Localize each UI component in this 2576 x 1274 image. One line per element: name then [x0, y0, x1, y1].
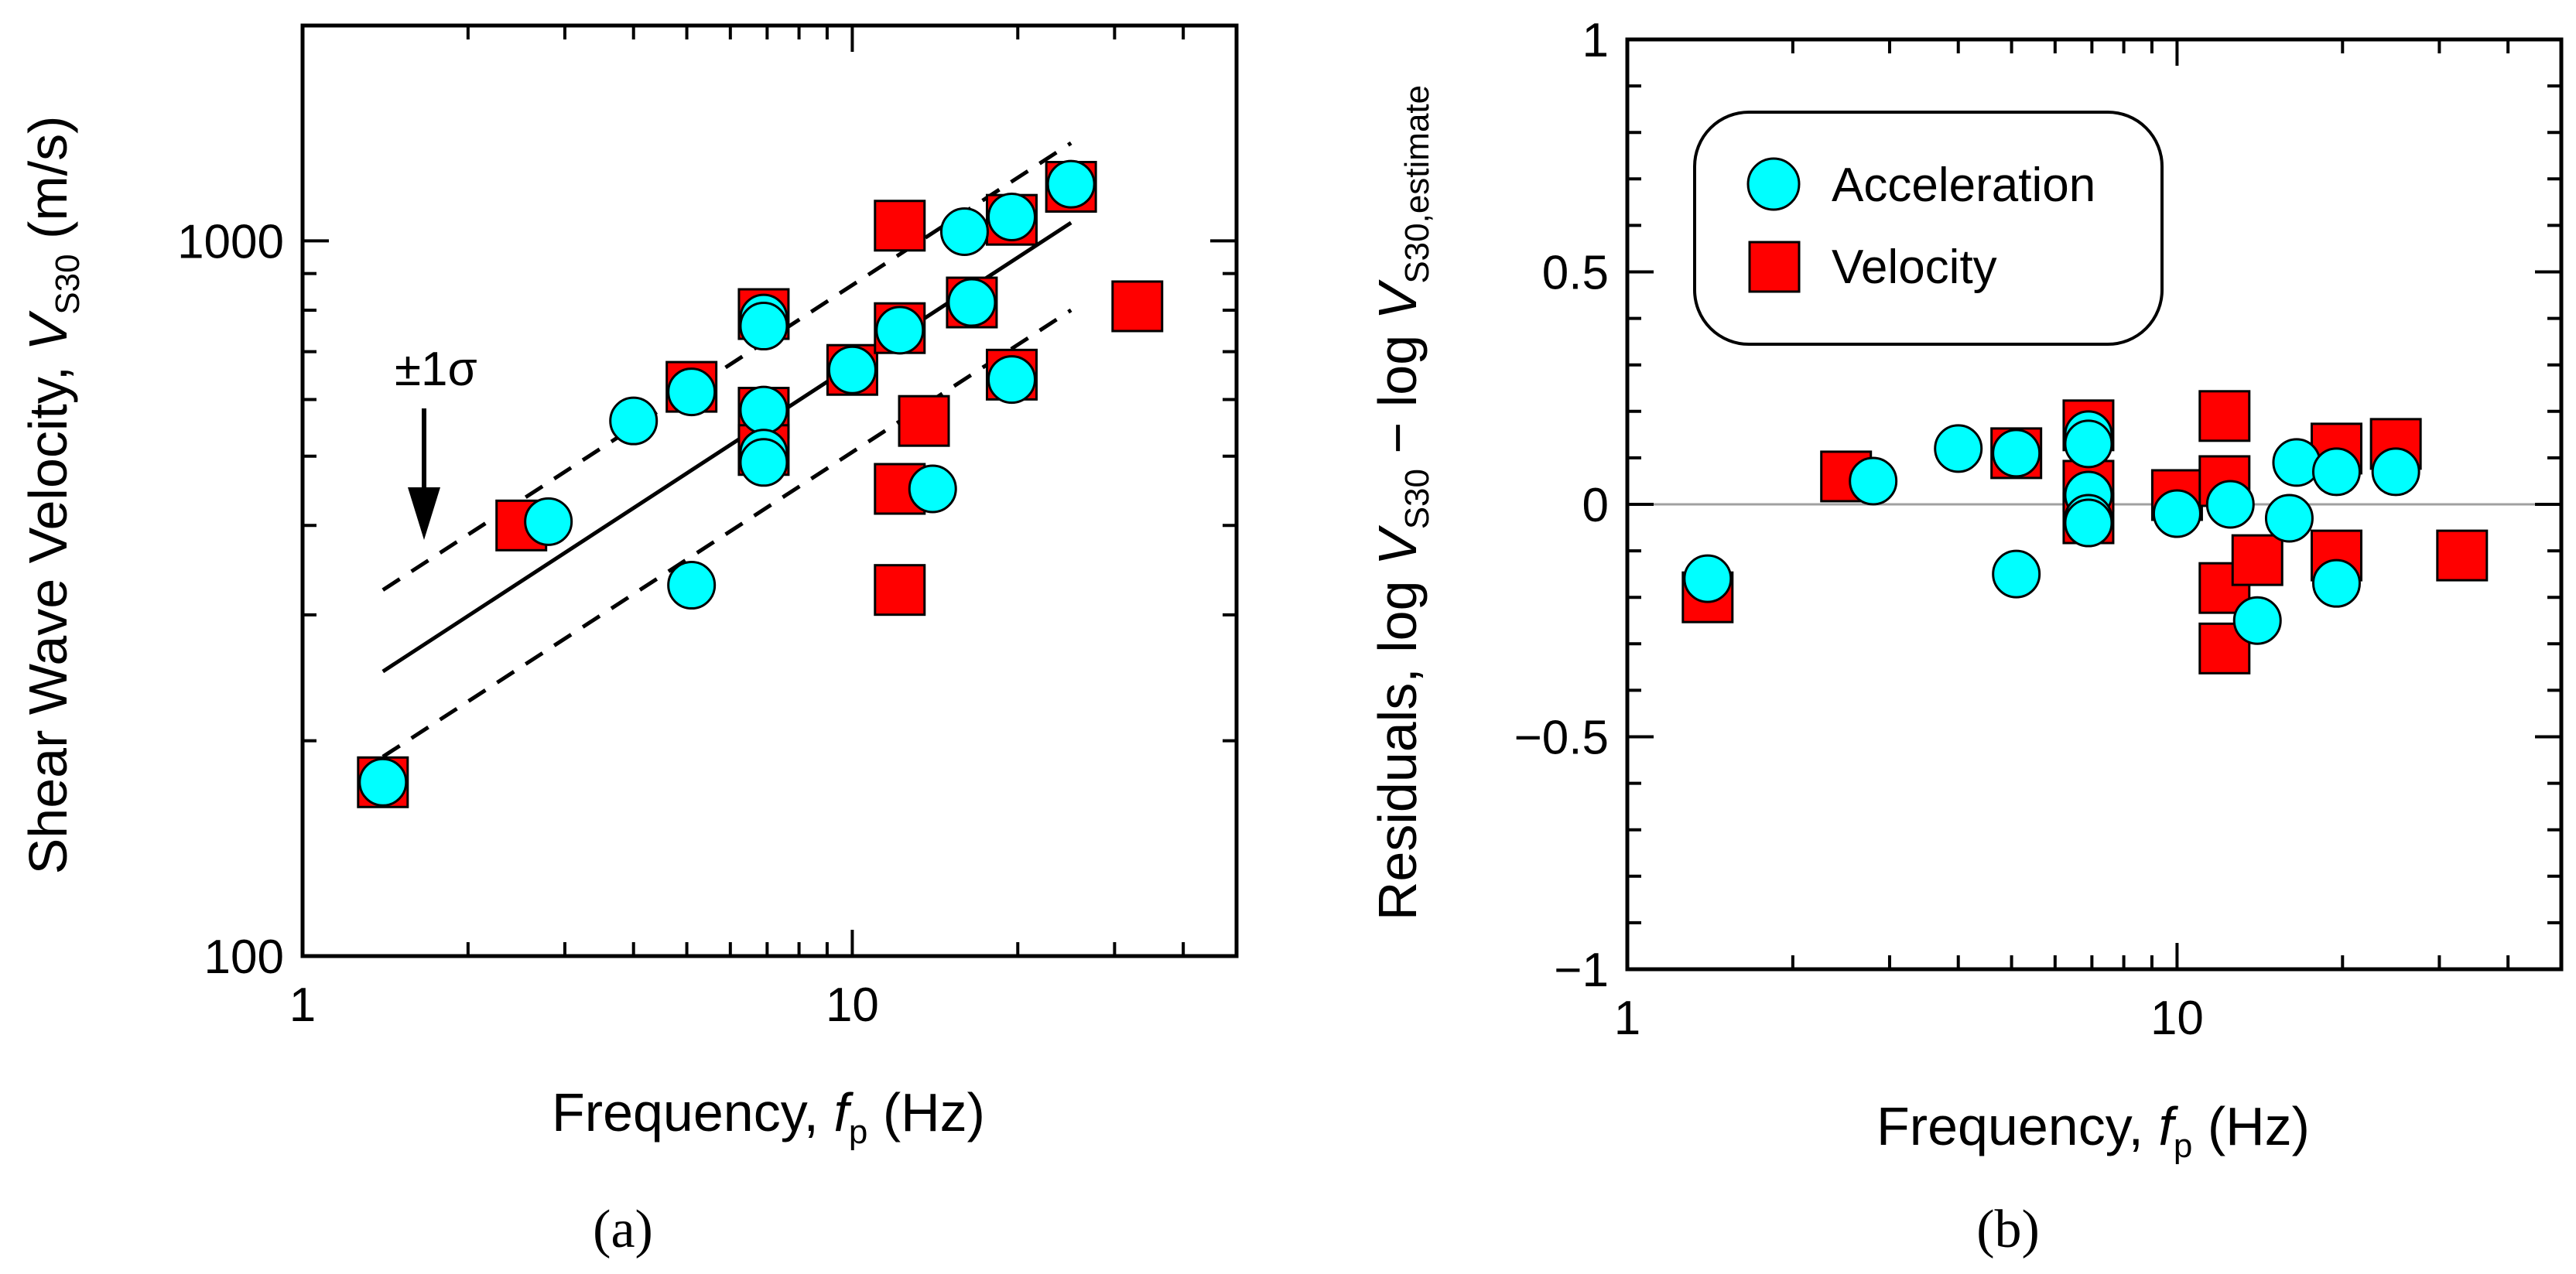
y-tick-label: 1000	[177, 215, 284, 268]
acceleration-point	[2064, 419, 2113, 469]
acceleration-point	[1992, 549, 2041, 599]
y-tick-label: −0.5	[1514, 712, 1609, 765]
x-tick-label: 10	[2150, 992, 2204, 1045]
acceleration-point	[667, 367, 717, 417]
acceleration-point	[2311, 447, 2361, 497]
y-tick-label: 1	[1582, 14, 1609, 67]
panel-b-xlabel: Frequency, fp (Hz)	[1876, 1096, 2310, 1165]
velocity-point	[2436, 529, 2489, 582]
acceleration-point	[875, 306, 925, 355]
y-tick-label: 0.5	[1542, 247, 1609, 300]
panel-b-ticks	[1626, 38, 2563, 971]
x-tick-label: 10	[826, 979, 879, 1032]
sigma-arrow-head	[408, 487, 440, 540]
acceleration-point	[524, 497, 573, 546]
velocity-point	[2231, 534, 2284, 586]
panel-b-points	[1681, 390, 2489, 675]
acceleration-point	[739, 385, 789, 435]
panel-b-tick-labels: 1 10 1 0.5 0 −0.5 −1	[1514, 14, 2204, 1045]
panel-b: 1 10 1 0.5 0 −0.5 −1 Acceleration Velocity Fre…	[1367, 14, 2564, 1259]
x-tick-label: 1	[1614, 992, 1640, 1045]
acceleration-point	[667, 561, 717, 610]
acceleration-point	[739, 302, 789, 351]
acceleration-point	[2264, 494, 2314, 543]
legend-box	[1693, 111, 2164, 346]
panel-b-ylabel: Residuals, log VS30 − log VS30,estimate	[1367, 85, 1436, 920]
panel-b-label: (b)	[1976, 1200, 2040, 1259]
velocity-point	[2198, 390, 2251, 442]
acceleration-point	[2064, 498, 2113, 548]
acceleration-point	[1992, 429, 2041, 478]
acceleration-point	[2311, 558, 2361, 608]
acceleration-point	[2205, 480, 2255, 529]
acceleration-point	[1046, 159, 1096, 209]
acceleration-point	[939, 207, 989, 256]
legend-velocity-marker	[1748, 241, 1801, 293]
legend-velocity-label: Velocity	[1832, 241, 1997, 294]
panel-a-label: (a)	[593, 1200, 653, 1259]
y-tick-label: −1	[1554, 944, 1609, 997]
acceleration-point	[2152, 489, 2201, 538]
panel-a-frame	[300, 23, 1239, 958]
acceleration-point	[739, 438, 789, 487]
acceleration-point	[1934, 424, 1983, 473]
acceleration-point	[1683, 554, 1733, 603]
acceleration-point	[2371, 447, 2420, 497]
legend-acceleration-marker	[1746, 157, 1801, 211]
y-tick-label: 100	[204, 931, 284, 984]
acceleration-point	[609, 396, 659, 446]
acceleration-point	[987, 355, 1036, 405]
panel-a-ylabel: Shear Wave Velocity, VS30 (m/s)	[18, 116, 87, 875]
legend-acceleration-label: Acceleration	[1832, 159, 2095, 212]
panel-a-tick-labels: 1 10 100 1000	[177, 215, 879, 1032]
acceleration-point	[358, 757, 408, 807]
x-tick-label: 1	[289, 979, 316, 1032]
sigma-band-line	[381, 308, 1072, 759]
acceleration-point	[2232, 596, 2282, 645]
legend: Acceleration Velocity	[1693, 111, 2164, 346]
acceleration-point	[947, 278, 997, 327]
panel-a-ticks	[301, 24, 1238, 958]
acceleration-point	[2272, 438, 2321, 487]
velocity-point	[1111, 280, 1164, 333]
sigma-annotation: ±1σ	[395, 343, 477, 396]
velocity-point	[874, 564, 926, 617]
panel-a: 1 10 100 1000 ±1σ Frequency, fp (Hz) Shear …	[18, 23, 1239, 1259]
velocity-point	[898, 394, 950, 447]
acceleration-point	[1849, 456, 1898, 506]
acceleration-point	[987, 192, 1036, 241]
panel-a-points	[357, 159, 1164, 808]
panel-a-xlabel: Frequency, fp (Hz)	[552, 1082, 985, 1151]
acceleration-point	[908, 464, 957, 514]
velocity-point	[874, 200, 926, 252]
acceleration-point	[827, 345, 877, 394]
y-tick-label: 0	[1582, 479, 1609, 532]
